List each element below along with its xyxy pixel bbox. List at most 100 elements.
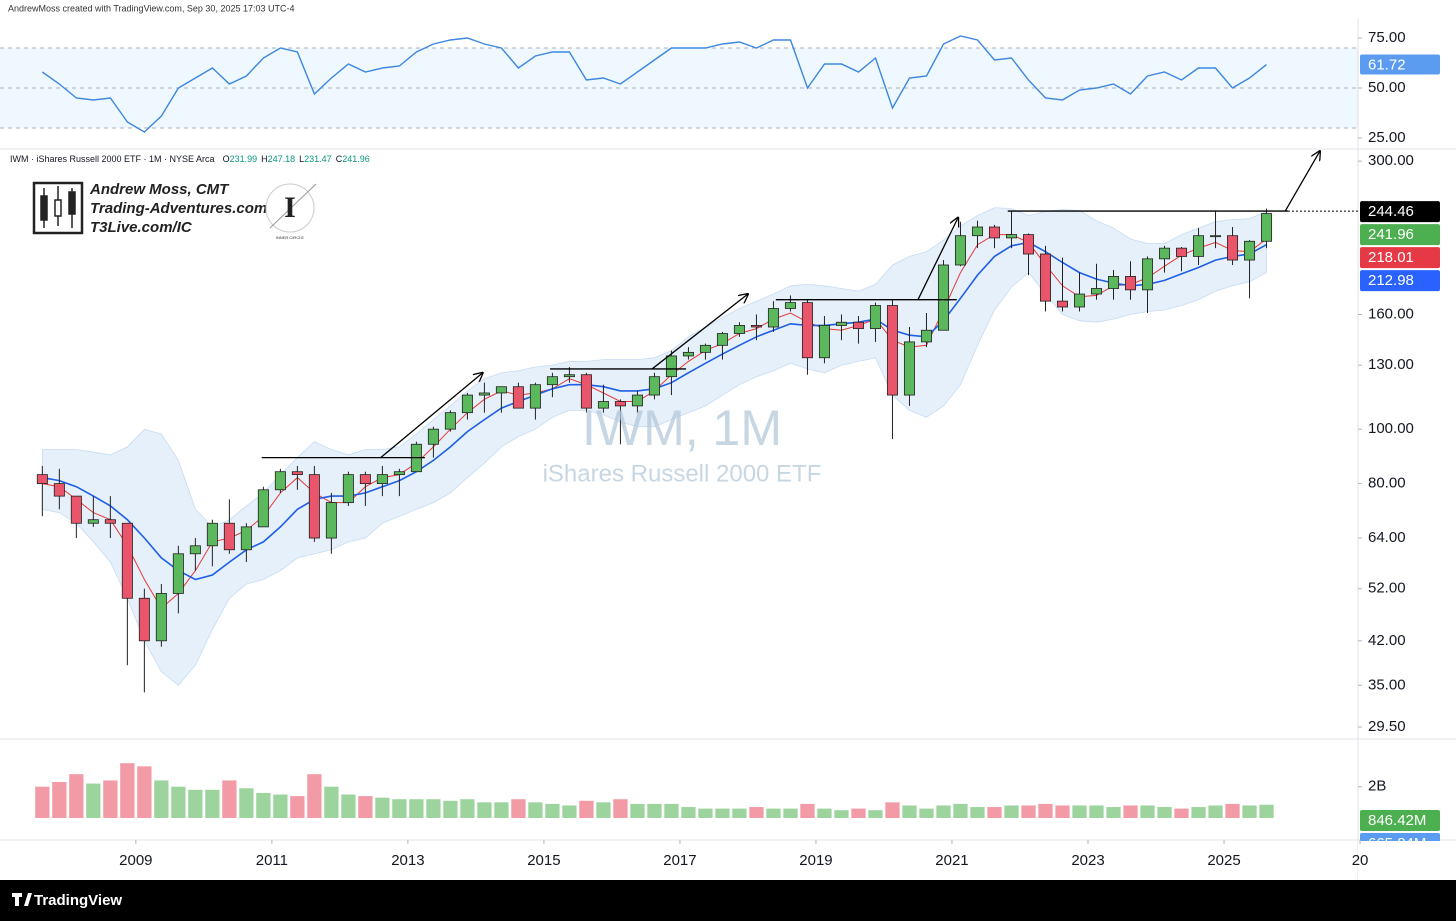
trend-arrow [380,373,483,459]
volume-bar [919,808,934,818]
volume-bar [188,789,203,818]
volume-bar [664,803,679,818]
candle-body [274,471,286,491]
volume-bar [103,780,118,818]
price-tag-label: 846.42M [1368,812,1426,829]
volume-bar [987,807,1002,818]
candle-body [1073,293,1085,308]
ohlc: O231.99 H247.18 L231.47 C241.96 [223,154,370,164]
volume-bar [477,802,492,818]
x-tick-label: 2013 [391,852,424,869]
ohlc-value: 247.18 [268,154,296,164]
candle-body [342,474,354,504]
candle-body [1056,300,1068,308]
candle-body [240,526,252,551]
y-tick-label: 160.00 [1368,305,1414,322]
ohlc-value: 231.99 [230,154,258,164]
price-tag-label: 212.98 [1368,272,1414,289]
badge-slash [269,183,317,229]
price-tag-label: 244.46 [1368,203,1414,220]
candle-body [971,226,983,237]
ohlc-key: C [336,154,343,164]
symbol-legend: IWM · iShares Russell 2000 ETF · 1M · NY… [10,154,370,164]
candle-body [1039,253,1051,302]
candle-body [733,325,745,334]
price-tag-label: 241.96 [1368,226,1414,243]
x-tick-label: 2021 [935,852,968,869]
candle-body [155,593,167,642]
volume-bar [171,786,186,818]
volume-bar [290,796,305,818]
y-tick-label: 300.00 [1368,152,1414,169]
ohlc-value: 241.96 [342,154,370,164]
volume-bar [630,803,645,818]
volume-bar [851,808,866,818]
y-tick-label: 52.00 [1368,580,1406,597]
candle-body [750,325,762,328]
volume-bar [341,794,356,818]
branding: Andrew Moss, CMT Trading-Adventures.com … [32,181,317,240]
candle-body [461,394,473,414]
volume-bar [1055,805,1070,818]
volume-bar [239,788,254,818]
price-tag [1360,201,1440,223]
bollinger-band [41,207,1267,686]
candle-body [1193,235,1205,257]
candle-body [87,519,99,524]
footer-brand[interactable]: TradingView [34,892,122,909]
volume-bar [1208,805,1223,818]
candle-body [1261,213,1273,242]
volume-bar [681,807,696,818]
volume-bar [1106,807,1121,818]
candle-body [852,321,864,330]
trend-arrow [651,294,748,370]
candle-body [546,376,558,386]
watermark-subtitle: iShares Russell 2000 ETF [543,460,822,487]
candle-body [631,394,643,407]
badge-text: INNER CIRCLE [276,235,305,240]
volume-bar [885,802,900,818]
volume-bar [511,799,526,818]
candle-body [427,428,439,445]
volume-bar [375,797,390,818]
candle-body [1142,258,1154,291]
author-site2: T3Live.com/IC [90,219,193,236]
price-tag [1360,224,1440,246]
candle-body [614,401,626,407]
volume-bar [205,789,220,818]
candle-body [1125,276,1137,291]
x-tick-label: 2019 [799,852,832,869]
candle-body [291,471,303,476]
candle-body [104,519,116,524]
volume-bar [443,800,458,818]
rsi-tick-label: 75.00 [1368,29,1406,46]
candle-body [1227,235,1239,261]
volume-bar [732,808,747,818]
candle-body [699,344,711,353]
axis-mask [1358,841,1456,880]
candle-body [36,474,48,485]
candle-body [648,376,660,396]
candle-body [206,522,218,547]
badge-letter: I [284,191,296,224]
volume-bar [137,766,152,818]
candle-body [869,305,881,330]
candle-body [70,495,82,524]
x-tick-label: 2009 [119,852,152,869]
footer-logo [12,893,32,906]
volume-bar [868,810,883,818]
volume-bar [596,802,611,818]
candle-body [580,374,592,409]
candle-body [1244,240,1256,261]
candle-body [1159,247,1171,260]
candle-body [325,502,337,539]
volume-bar [579,800,594,818]
y-tick-label: 35.00 [1368,676,1406,693]
author-site: Trading-Adventures.com [90,200,267,217]
x-tick-label: 2025 [1207,852,1240,869]
rsi-tick-label: 50.00 [1368,79,1406,96]
x-tick-label: 2015 [527,852,560,869]
candle-body [495,386,507,394]
y-tick-label: 80.00 [1368,475,1406,492]
candle-body [818,325,830,359]
